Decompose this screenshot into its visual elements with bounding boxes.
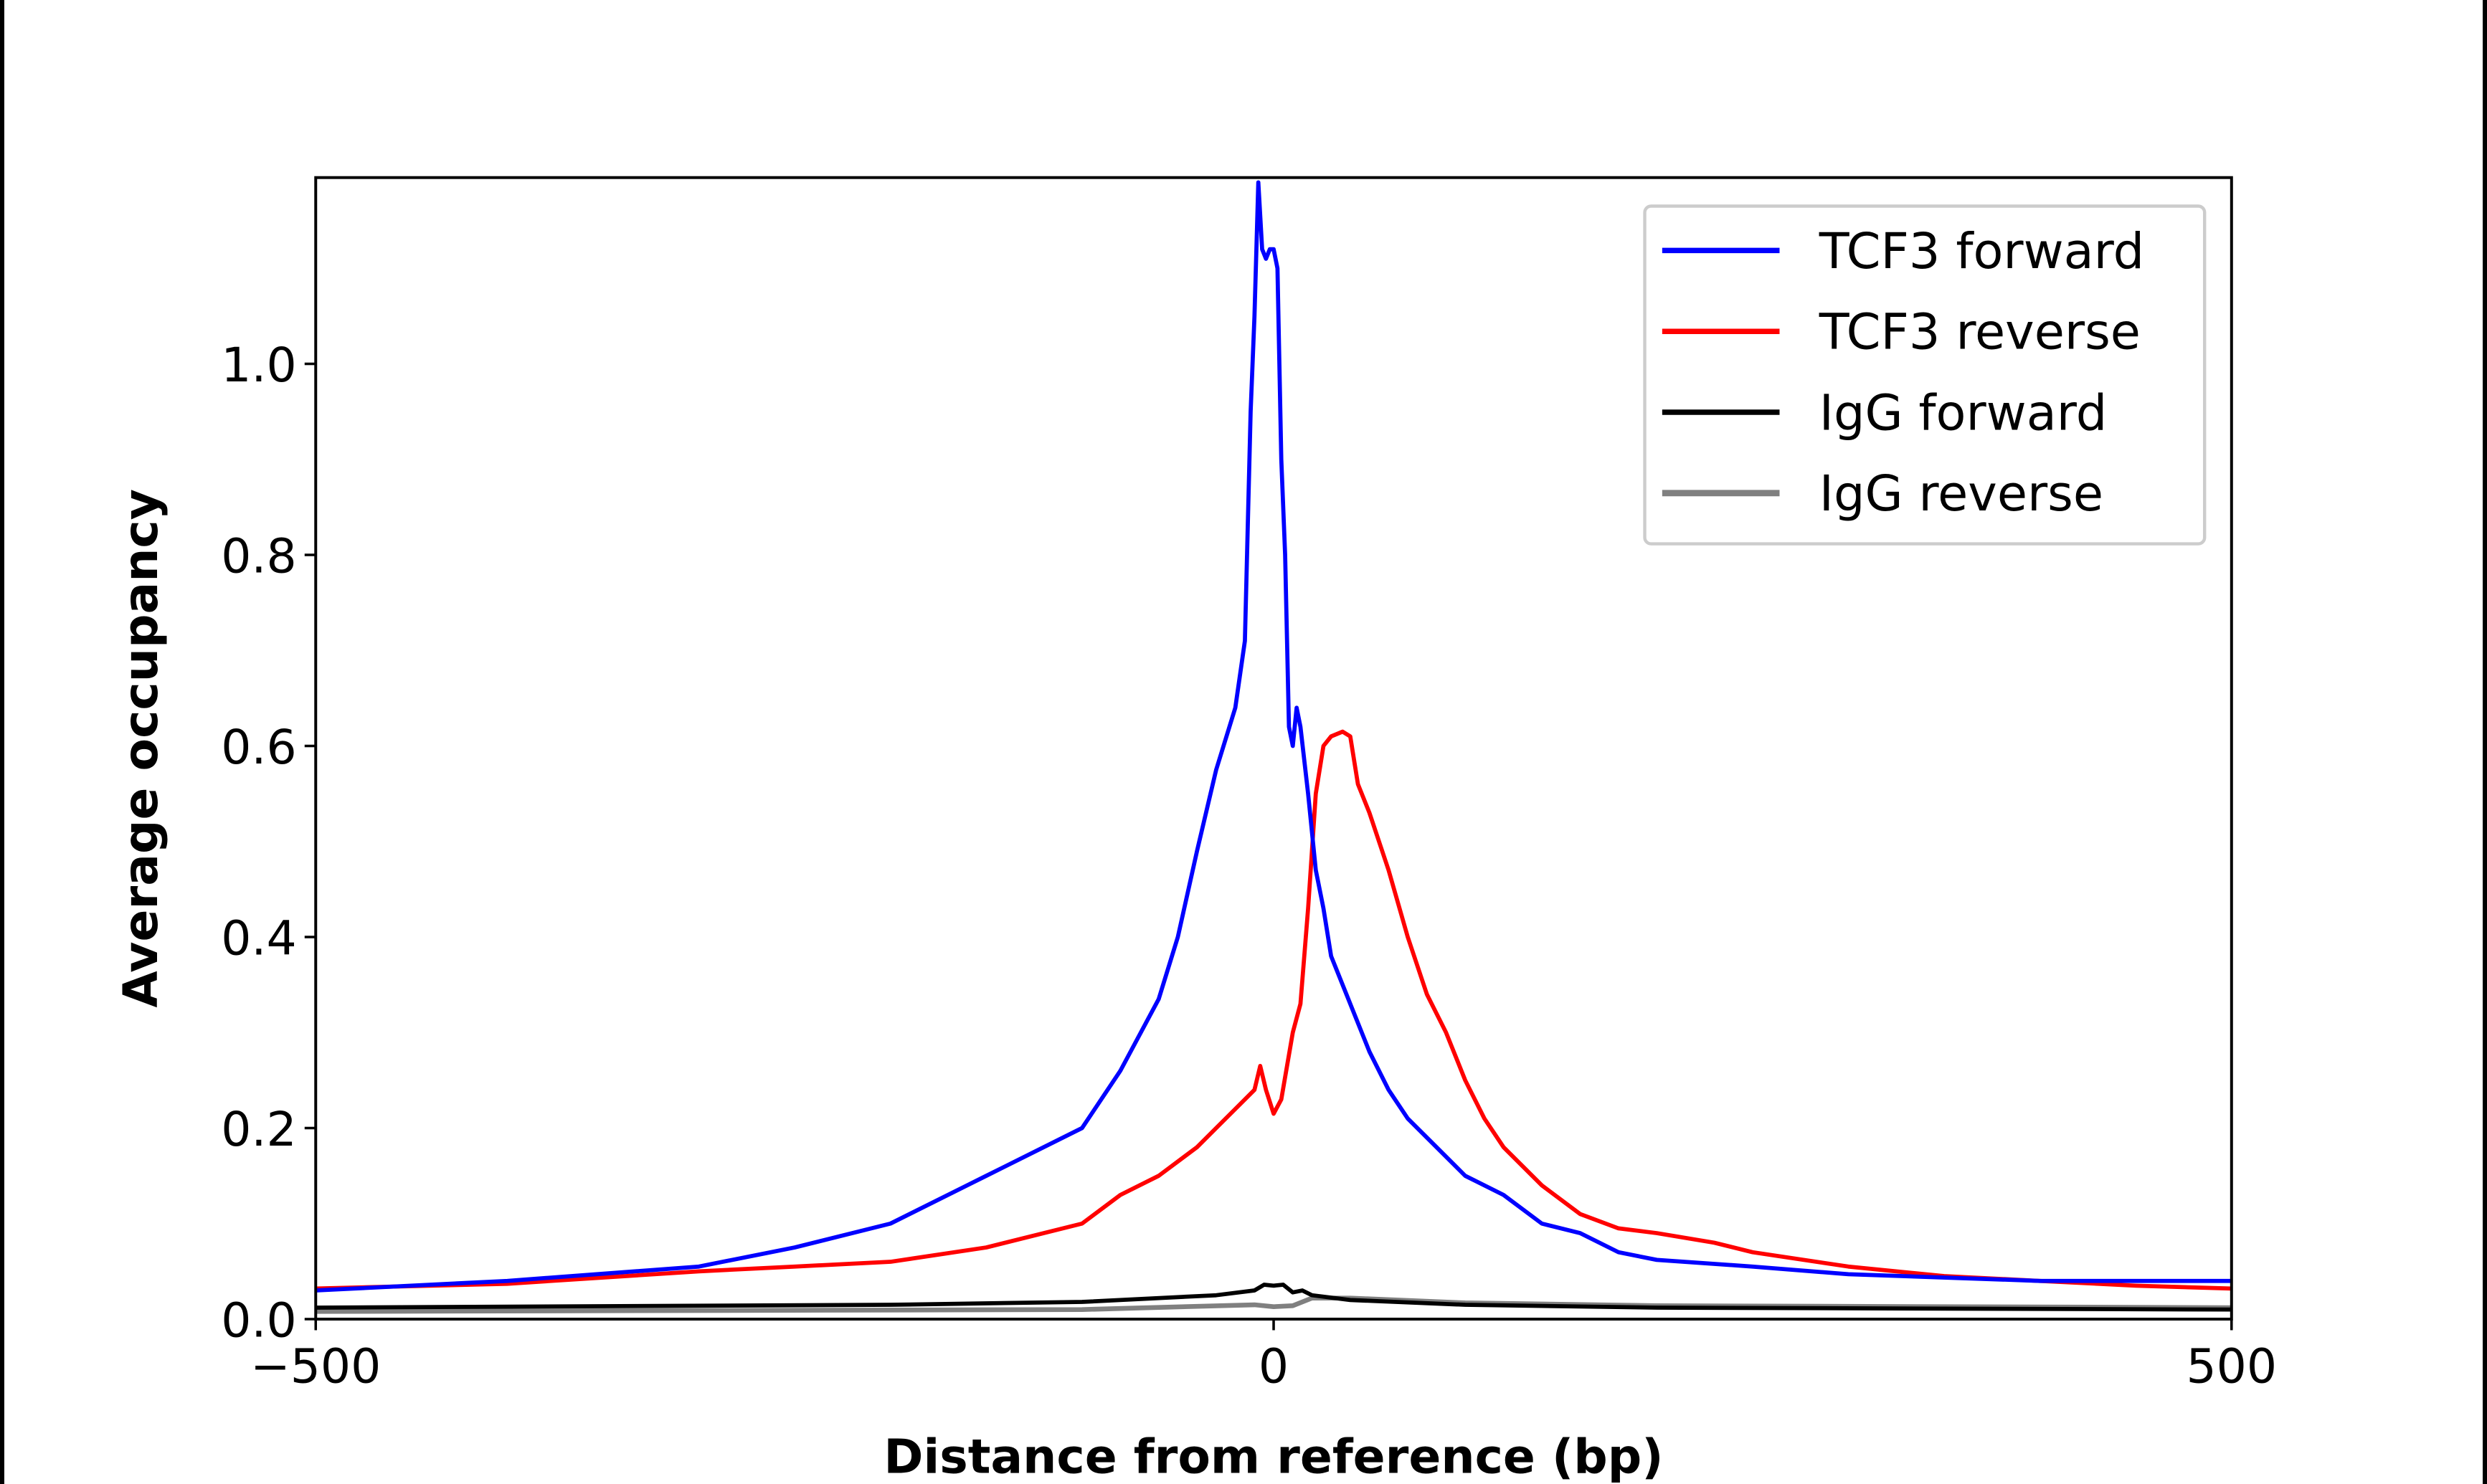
legend-box xyxy=(1643,204,2207,546)
y-tick-label: 0.0 xyxy=(221,1292,296,1348)
series-lines xyxy=(316,180,2232,1314)
series-line-tcf3-forward xyxy=(316,180,2232,1293)
y-tick-label: 0.8 xyxy=(221,528,296,584)
y-axis-label: Average occupancy xyxy=(113,489,169,1008)
legend-label-tcf3-forward: TCF3 forward xyxy=(1819,223,2144,280)
legend: TCF3 forward TCF3 reverse IgG forward Ig… xyxy=(1643,204,2207,546)
y-tick-label: 0.6 xyxy=(221,719,296,775)
series-line-igg-forward xyxy=(316,1283,2232,1312)
x-tick-label: −500 xyxy=(250,1338,381,1394)
series-line-tcf3-reverse xyxy=(316,729,2232,1291)
y-tick-label: 0.4 xyxy=(221,910,296,966)
y-tick-label: 0.2 xyxy=(221,1101,296,1157)
x-axis-label: Distance from reference (bp) xyxy=(884,1429,1663,1484)
y-tick-label: 1.0 xyxy=(221,337,296,393)
legend-label-tcf3-reverse: TCF3 reverse xyxy=(1819,304,2141,361)
legend-label-igg-reverse: IgG reverse xyxy=(1819,465,2103,523)
x-tick-label: 0 xyxy=(1259,1338,1289,1394)
legend-label-igg-forward: IgG forward xyxy=(1819,384,2107,442)
ticks: −500 0 500 0.0 0.2 0.4 0.6 0.8 1.0 xyxy=(221,337,2277,1394)
x-tick-label: 500 xyxy=(2186,1338,2277,1394)
